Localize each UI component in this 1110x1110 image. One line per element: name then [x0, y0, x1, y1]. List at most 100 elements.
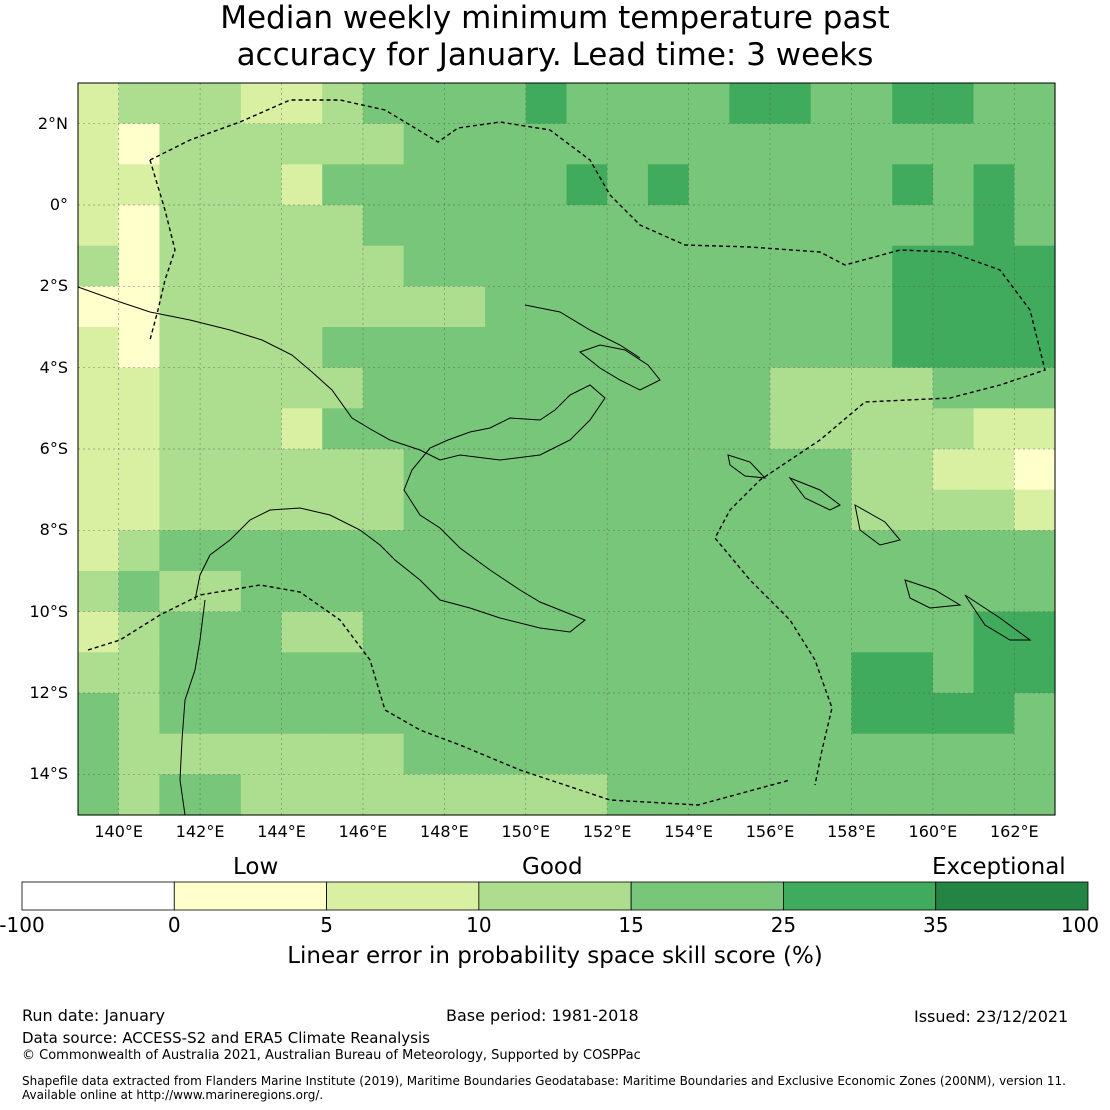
grid-cell	[118, 83, 161, 125]
colorbar-tick-label: 5	[320, 913, 333, 937]
grid-cell	[932, 449, 975, 491]
grid-cell	[78, 449, 120, 491]
grid-cell	[281, 652, 323, 694]
grid-cell	[240, 530, 283, 572]
longitude-label: 146°E	[338, 822, 388, 841]
grid-cell	[851, 164, 893, 206]
grid-cell	[525, 164, 568, 206]
grid-cell	[485, 693, 527, 735]
base-period: Base period: 1981-2018	[446, 1006, 639, 1025]
grid-cell	[566, 693, 608, 735]
grid-cell	[403, 652, 445, 694]
grid-cell	[1014, 774, 1056, 816]
grid-cell	[159, 571, 201, 613]
grid-cell	[200, 449, 242, 491]
grid-cell	[78, 367, 120, 409]
grid-cell	[1014, 449, 1056, 491]
grid-cell	[810, 245, 853, 287]
latitude-label: 14°S	[29, 764, 68, 784]
grid-cell	[1014, 83, 1056, 125]
grid-cell	[688, 367, 730, 409]
grid-cell	[566, 123, 608, 165]
grid-cell	[607, 733, 649, 775]
colorbar-label: Linear error in probability space skill …	[287, 943, 823, 969]
colorbar-segment	[326, 881, 480, 911]
grid-cell	[688, 774, 730, 816]
grid-cell	[240, 733, 283, 775]
grid-cell	[362, 611, 405, 653]
grid-cell	[566, 571, 608, 613]
grid-cell	[240, 611, 283, 653]
grid-cell	[200, 733, 242, 775]
grid-cell	[281, 123, 323, 165]
grid-cell	[647, 205, 690, 247]
grid-cell	[932, 205, 975, 247]
grid-cell	[607, 367, 649, 409]
grid-cell	[932, 733, 975, 775]
grid-cell	[485, 245, 527, 287]
grid-cell	[607, 123, 649, 165]
grid-cell	[892, 327, 934, 369]
grid-cell	[403, 205, 445, 247]
grid-cell	[159, 449, 201, 491]
grid-cell	[1014, 489, 1056, 531]
grid-cell	[200, 408, 242, 450]
grid-cell	[118, 164, 161, 206]
grid-cell	[566, 367, 608, 409]
grid-cell	[851, 286, 893, 328]
grid-cell	[444, 408, 486, 450]
grid-cell	[240, 571, 283, 613]
grid-cell	[851, 123, 893, 165]
grid-cell	[118, 733, 161, 775]
colorbar-segment	[935, 881, 1089, 911]
grid-cell	[770, 83, 812, 125]
grid-cell	[403, 774, 445, 816]
longitude-label: 162°E	[989, 822, 1039, 841]
grid-cell	[729, 286, 771, 328]
grid-cell	[444, 164, 486, 206]
grid-cell	[851, 205, 893, 247]
title-line-1: Median weekly minimum temperature past	[220, 0, 890, 36]
grid-cell	[240, 774, 283, 816]
colorbar-tick-label: 15	[618, 913, 644, 937]
grid-cell	[607, 571, 649, 613]
grid-cell	[770, 774, 812, 816]
grid-cell	[118, 205, 161, 247]
grid-cell	[729, 611, 771, 653]
grid-cell	[892, 245, 934, 287]
run-date: Run date: January	[22, 1006, 165, 1025]
grid-cell	[322, 164, 364, 206]
grid-cell	[485, 123, 527, 165]
category-good: Good	[522, 854, 583, 880]
title-line-2: accuracy for January. Lead time: 3 weeks	[236, 37, 874, 73]
grid-cell	[851, 408, 893, 450]
grid-cell	[892, 571, 934, 613]
grid-cell	[362, 693, 405, 735]
longitude-label: 158°E	[827, 822, 876, 841]
grid-cell	[729, 327, 771, 369]
grid-cell	[688, 571, 730, 613]
grid-cell	[932, 164, 975, 206]
grid-cell	[973, 693, 1015, 735]
grid-cell	[200, 164, 242, 206]
grid-cell	[322, 245, 364, 287]
grid-cell	[892, 449, 934, 491]
grid-cell	[322, 286, 364, 328]
grid-cell	[444, 611, 486, 653]
bougainville-coastline	[727, 454, 767, 479]
grid-cell	[892, 164, 934, 206]
grid-cell	[647, 652, 690, 694]
grid-cell	[525, 489, 568, 531]
grid-cell	[78, 530, 120, 572]
grid-cell	[851, 733, 893, 775]
grid-cell	[729, 83, 771, 125]
grid-cell	[240, 327, 283, 369]
grid-cell	[485, 327, 527, 369]
australia-coastline	[179, 599, 206, 816]
grid-cell	[729, 774, 771, 816]
grid-cell	[729, 164, 771, 206]
grid-cell	[240, 489, 283, 531]
grid-cell	[485, 733, 527, 775]
grid-cell	[403, 611, 445, 653]
grid-cell	[892, 733, 934, 775]
